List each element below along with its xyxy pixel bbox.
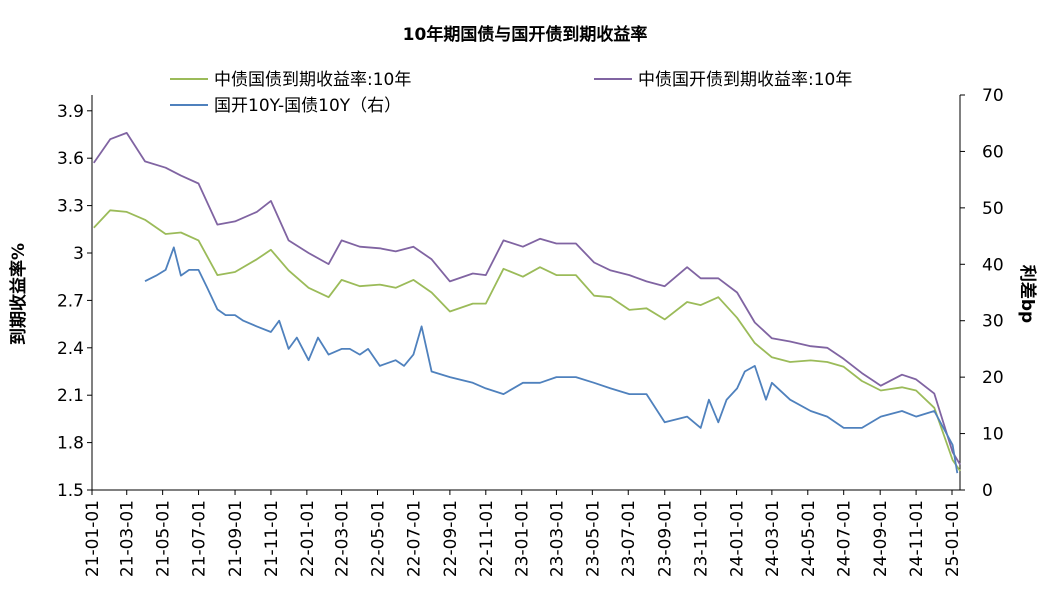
x-tick-label: 21-11-01 (262, 500, 282, 577)
y-left-tick-label: 3.3 (57, 197, 84, 217)
y-left-tick-label: 3 (73, 244, 84, 264)
legend: 中债国债到期收益率:10年 中债国开债到期收益率:10年 国开10Y-国债10Y… (170, 70, 852, 116)
x-tick-label: 21-07-01 (190, 500, 210, 577)
legend-label-cdb-bond: 中债国开债到期收益率:10年 (638, 70, 852, 90)
series-line-cdb-bond-10y (93, 131, 961, 466)
x-tick-label: 25-01-01 (943, 500, 963, 577)
x-tick-label: 24-05-01 (799, 500, 819, 577)
x-tick-label: 23-09-01 (656, 500, 676, 577)
x-tick-label: 24-09-01 (871, 500, 891, 577)
x-tick-label: 24-11-01 (907, 500, 927, 577)
y-left-tick-label: 1.8 (57, 434, 84, 454)
y-left-tick-label: 3.6 (57, 149, 84, 169)
chart-title: 10年期国债与国开债到期收益率 (403, 24, 648, 45)
x-tick-label: 22-07-01 (404, 500, 424, 577)
y-axis-left-title: 到期收益率% (8, 243, 29, 345)
x-tick-label: 22-09-01 (441, 500, 461, 577)
axes: 1.5 1.8 2.1 2.4 2.7 3 3.3 3.6 3.9 0 10 20 30 40 50 60 70… (57, 86, 1004, 577)
x-tick-label: 21-01-01 (83, 500, 103, 577)
y-right-tick-label: 0 (982, 481, 993, 501)
y-left-tick-label: 2.4 (57, 339, 84, 359)
series-layer (93, 131, 961, 474)
y-right-tick-label: 20 (982, 368, 1004, 388)
x-tick-label: 23-01-01 (513, 500, 533, 577)
x-tick-label: 22-01-01 (298, 500, 318, 577)
y-axis-right-title: 利差bp (1017, 265, 1038, 323)
y-right-tick-label: 30 (982, 312, 1004, 332)
x-tick-label: 23-03-01 (547, 500, 567, 577)
y-right-tick-label: 40 (982, 255, 1004, 275)
x-tick-label: 23-07-01 (619, 500, 639, 577)
y-left-tick-label: 2.1 (57, 386, 84, 406)
x-tick-label: 24-03-01 (763, 500, 783, 577)
y-left-tick-label: 1.5 (57, 481, 84, 501)
x-tick-label: 21-05-01 (154, 500, 174, 577)
series-line-gov-bond-10y (93, 209, 961, 472)
y-left-tick-label: 2.7 (57, 291, 84, 311)
x-tick-label: 21-03-01 (118, 500, 138, 577)
x-tick-label: 22-03-01 (333, 500, 353, 577)
y-left-tick-label: 3.9 (57, 102, 84, 122)
y-right-tick-label: 10 (982, 425, 1004, 445)
y-right-tick-label: 50 (982, 199, 1004, 219)
y-right-tick-label: 70 (982, 86, 1004, 106)
x-tick-label: 21-09-01 (226, 500, 246, 577)
x-tick-label: 23-05-01 (583, 500, 603, 577)
x-tick-label: 22-05-01 (368, 500, 388, 577)
x-tick-label: 24-01-01 (728, 500, 748, 577)
x-tick-label: 23-11-01 (692, 500, 712, 577)
y-right-tick-label: 60 (982, 142, 1004, 162)
x-tick-label: 22-11-01 (477, 500, 497, 577)
x-tick-label: 24-07-01 (835, 500, 855, 577)
legend-label-gov-bond: 中债国债到期收益率:10年 (214, 70, 411, 90)
legend-label-spread: 国开10Y-国债10Y（右） (214, 96, 401, 116)
series-line-cdb-gov-spread (144, 246, 959, 474)
